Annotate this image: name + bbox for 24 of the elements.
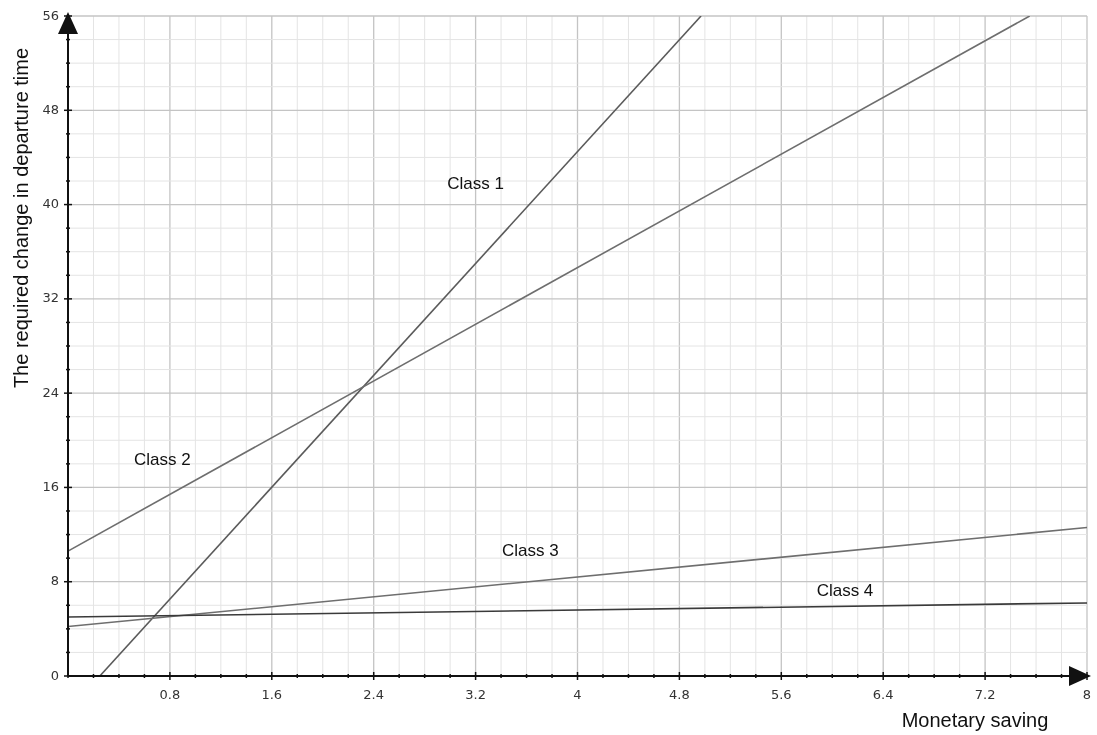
- y-tick-label: 24: [42, 384, 59, 400]
- x-tick-label: 4: [573, 687, 582, 702]
- x-tick-label: 6.4: [872, 687, 894, 702]
- series-label: Class 4: [816, 580, 874, 600]
- x-tick-label: 1.6: [261, 687, 283, 702]
- series-label: Class 2: [133, 449, 191, 469]
- x-tick-label: 4.8: [669, 687, 690, 702]
- x-tick-label: 8: [1082, 687, 1092, 702]
- y-tick-label: 32: [42, 290, 59, 306]
- y-tick-label: 8: [50, 573, 59, 589]
- y-tick-label: 0: [50, 667, 59, 683]
- y-tick-label: 56: [42, 7, 59, 23]
- x-tick-label: 7.2: [974, 687, 996, 702]
- series-label: Class 3: [502, 540, 559, 560]
- x-tick-label: 3.2: [465, 687, 486, 702]
- x-tick-label: 2.4: [363, 687, 385, 702]
- x-axis-title: Monetary saving: [901, 709, 1049, 731]
- y-tick-label: 48: [42, 101, 59, 117]
- y-axis-title: The required change in departure time: [10, 47, 32, 389]
- series-label: Class 1: [447, 174, 504, 194]
- y-tick-label: 40: [42, 196, 59, 212]
- y-tick-label: 16: [42, 478, 59, 494]
- x-tick-label: 5.6: [770, 687, 792, 702]
- x-tick-label: 0.8: [159, 687, 181, 702]
